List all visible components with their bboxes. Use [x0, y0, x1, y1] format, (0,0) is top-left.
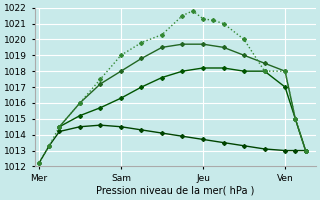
X-axis label: Pression niveau de la mer( hPa ): Pression niveau de la mer( hPa ) — [96, 186, 254, 196]
